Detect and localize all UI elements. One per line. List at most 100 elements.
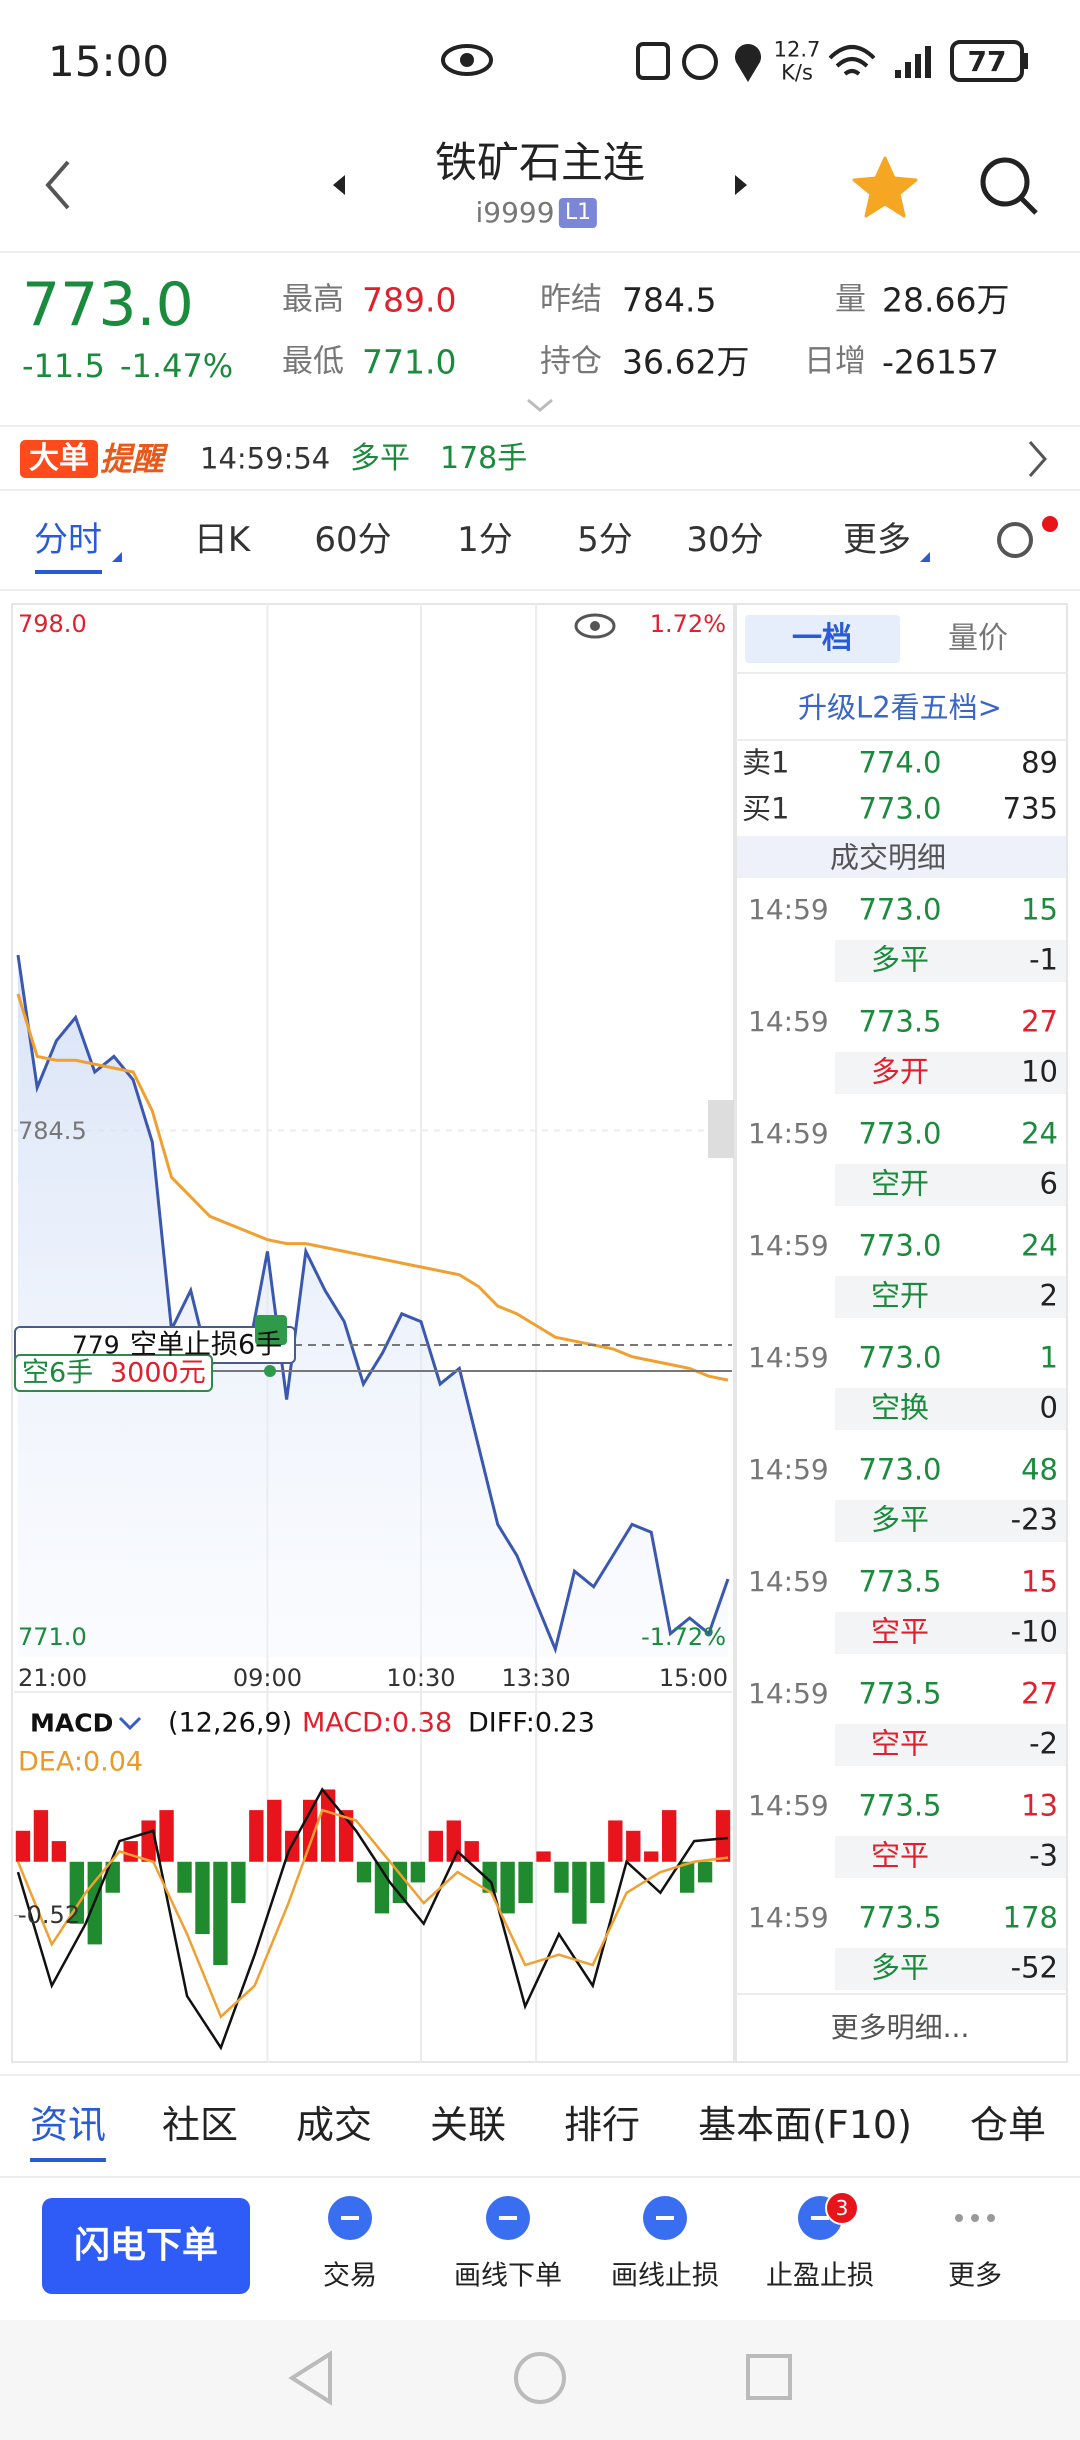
toolbar-icon-dot[interactable] bbox=[955, 2214, 963, 2222]
level-volume: 89 bbox=[1021, 745, 1058, 780]
trade-type-bg bbox=[835, 1052, 1066, 1094]
trade-volume: 27 bbox=[1021, 1004, 1058, 1039]
trade-type-bg bbox=[835, 1724, 1066, 1766]
favorite-star[interactable] bbox=[852, 156, 918, 218]
period-tab[interactable]: 60分 bbox=[314, 520, 392, 560]
macd-bar bbox=[302, 1799, 318, 1862]
info-tab[interactable]: 成交 bbox=[295, 2103, 373, 2147]
toolbar-icon-dot[interactable] bbox=[987, 2214, 995, 2222]
nav-recent[interactable] bbox=[746, 2354, 792, 2400]
x-tick-label: 09:00 bbox=[232, 1664, 303, 1692]
hide-eye[interactable] bbox=[574, 613, 616, 639]
info-tab[interactable]: 仓单 bbox=[969, 2103, 1047, 2147]
nav-back[interactable] bbox=[288, 2350, 332, 2406]
macd-bar bbox=[500, 1861, 515, 1914]
trade-change: 10 bbox=[1021, 1054, 1058, 1089]
period-tab[interactable]: 更多 bbox=[843, 520, 911, 560]
macd-bar bbox=[644, 1851, 659, 1862]
toolbar-label[interactable]: 止盈止损 bbox=[766, 2260, 874, 2292]
position-dot bbox=[264, 1365, 276, 1377]
orderbook-tab-active[interactable] bbox=[745, 615, 900, 663]
trade-volume: 15 bbox=[1021, 892, 1058, 927]
y-tick-label: 784.5 bbox=[18, 1116, 87, 1145]
period-tab[interactable]: 日K bbox=[193, 520, 251, 560]
status-time: 15:00 bbox=[48, 37, 170, 86]
macd-bar bbox=[661, 1810, 677, 1862]
macd-bar bbox=[249, 1810, 264, 1862]
settings-gear[interactable] bbox=[997, 522, 1033, 558]
macd-bar bbox=[518, 1861, 533, 1904]
alert-chevron[interactable] bbox=[1028, 441, 1048, 477]
trade-price: 773.5 bbox=[858, 1564, 942, 1599]
macd-bar bbox=[428, 1830, 444, 1862]
prev-contract[interactable] bbox=[333, 175, 345, 195]
alert-time: 14:59:54 bbox=[200, 441, 331, 476]
trade-type: 多平 bbox=[870, 942, 930, 977]
position-box[interactable] bbox=[14, 1354, 213, 1392]
toolbar-label[interactable]: 交易 bbox=[323, 2260, 377, 2292]
nav-home[interactable] bbox=[514, 2352, 566, 2404]
y-tick-label: 798.0 bbox=[18, 610, 87, 638]
contract-title: 铁矿石主连 bbox=[434, 138, 646, 187]
alert-action: 多平 bbox=[350, 441, 410, 476]
expand-handle[interactable] bbox=[708, 1100, 734, 1158]
orderbook-tab[interactable]: 量价 bbox=[948, 621, 1008, 656]
trades-header-bg bbox=[737, 836, 1066, 878]
macd-bar bbox=[572, 1861, 587, 1924]
pct-label: -1.72% bbox=[641, 1623, 726, 1651]
more-trades[interactable]: 更多明细... bbox=[830, 2011, 970, 2044]
period-tab[interactable]: 30分 bbox=[686, 520, 764, 560]
trade-change: -10 bbox=[1010, 1614, 1058, 1649]
trade-type-bg bbox=[835, 1612, 1066, 1654]
period-tab[interactable]: 分时 bbox=[34, 520, 102, 560]
alert-badge-suffix: 提醒 bbox=[100, 440, 165, 478]
info-tab[interactable]: 基本面(F10) bbox=[698, 2103, 912, 2147]
quote-value: 789.0 bbox=[362, 280, 457, 320]
trade-type: 多开 bbox=[870, 1054, 930, 1089]
macd-dropdown[interactable] bbox=[118, 1716, 142, 1731]
toolbar-label[interactable]: 画线止损 bbox=[611, 2260, 719, 2292]
toolbar-label[interactable]: 更多 bbox=[948, 2260, 1002, 2292]
upgrade-link[interactable]: 升级L2看五档> bbox=[798, 690, 1002, 725]
trade-price: 773.5 bbox=[858, 1004, 942, 1039]
trade-time: 14:59 bbox=[748, 1901, 829, 1934]
x-tick-label: 21:00 bbox=[18, 1664, 88, 1692]
flash-order-label[interactable]: 闪电下单 bbox=[73, 2225, 219, 2266]
nav-bar bbox=[0, 2320, 1080, 2440]
trade-type-bg bbox=[835, 1164, 1066, 1206]
orderbook-frame bbox=[735, 603, 1068, 2063]
nfc-icon bbox=[636, 42, 670, 80]
trade-type: 空开 bbox=[870, 1166, 930, 1201]
level-volume: 735 bbox=[1002, 791, 1058, 826]
info-tab[interactable]: 资讯 bbox=[29, 2103, 107, 2147]
toolbar-icon-dot[interactable] bbox=[971, 2214, 979, 2222]
flash-order-button[interactable] bbox=[42, 2198, 250, 2294]
badge bbox=[825, 2191, 859, 2225]
macd-bar bbox=[141, 1820, 156, 1862]
macd-bar bbox=[320, 1789, 336, 1862]
dea-line bbox=[16, 1808, 729, 2019]
period-tab[interactable]: 5分 bbox=[577, 520, 633, 560]
orderbook-tab[interactable]: 一档 bbox=[792, 621, 852, 656]
macd-bar bbox=[51, 1841, 67, 1862]
stop-marker bbox=[255, 1315, 287, 1345]
macd-bar bbox=[267, 1799, 282, 1862]
y-tick-label: -0.52 bbox=[18, 1901, 81, 1930]
next-contract[interactable] bbox=[735, 175, 747, 195]
macd-title[interactable]: MACD bbox=[30, 1708, 114, 1738]
back-button[interactable] bbox=[45, 160, 70, 210]
trade-type-bg bbox=[835, 940, 1066, 982]
trade-change: 6 bbox=[1039, 1166, 1058, 1201]
trade-time: 14:59 bbox=[748, 1565, 829, 1598]
info-tab[interactable]: 关联 bbox=[429, 2103, 507, 2147]
trade-time: 14:59 bbox=[748, 1117, 829, 1150]
info-tab[interactable]: 社区 bbox=[161, 2103, 239, 2147]
macd-value: MACD:0.38 bbox=[302, 1707, 453, 1739]
expand-chevron[interactable] bbox=[527, 398, 553, 412]
trade-price: 773.5 bbox=[858, 1676, 942, 1711]
info-tab[interactable]: 排行 bbox=[563, 2103, 641, 2147]
settings-dot bbox=[1042, 516, 1058, 532]
toolbar-label[interactable]: 画线下单 bbox=[454, 2260, 562, 2292]
search-icon[interactable] bbox=[980, 157, 1030, 207]
period-tab[interactable]: 1分 bbox=[457, 520, 513, 560]
